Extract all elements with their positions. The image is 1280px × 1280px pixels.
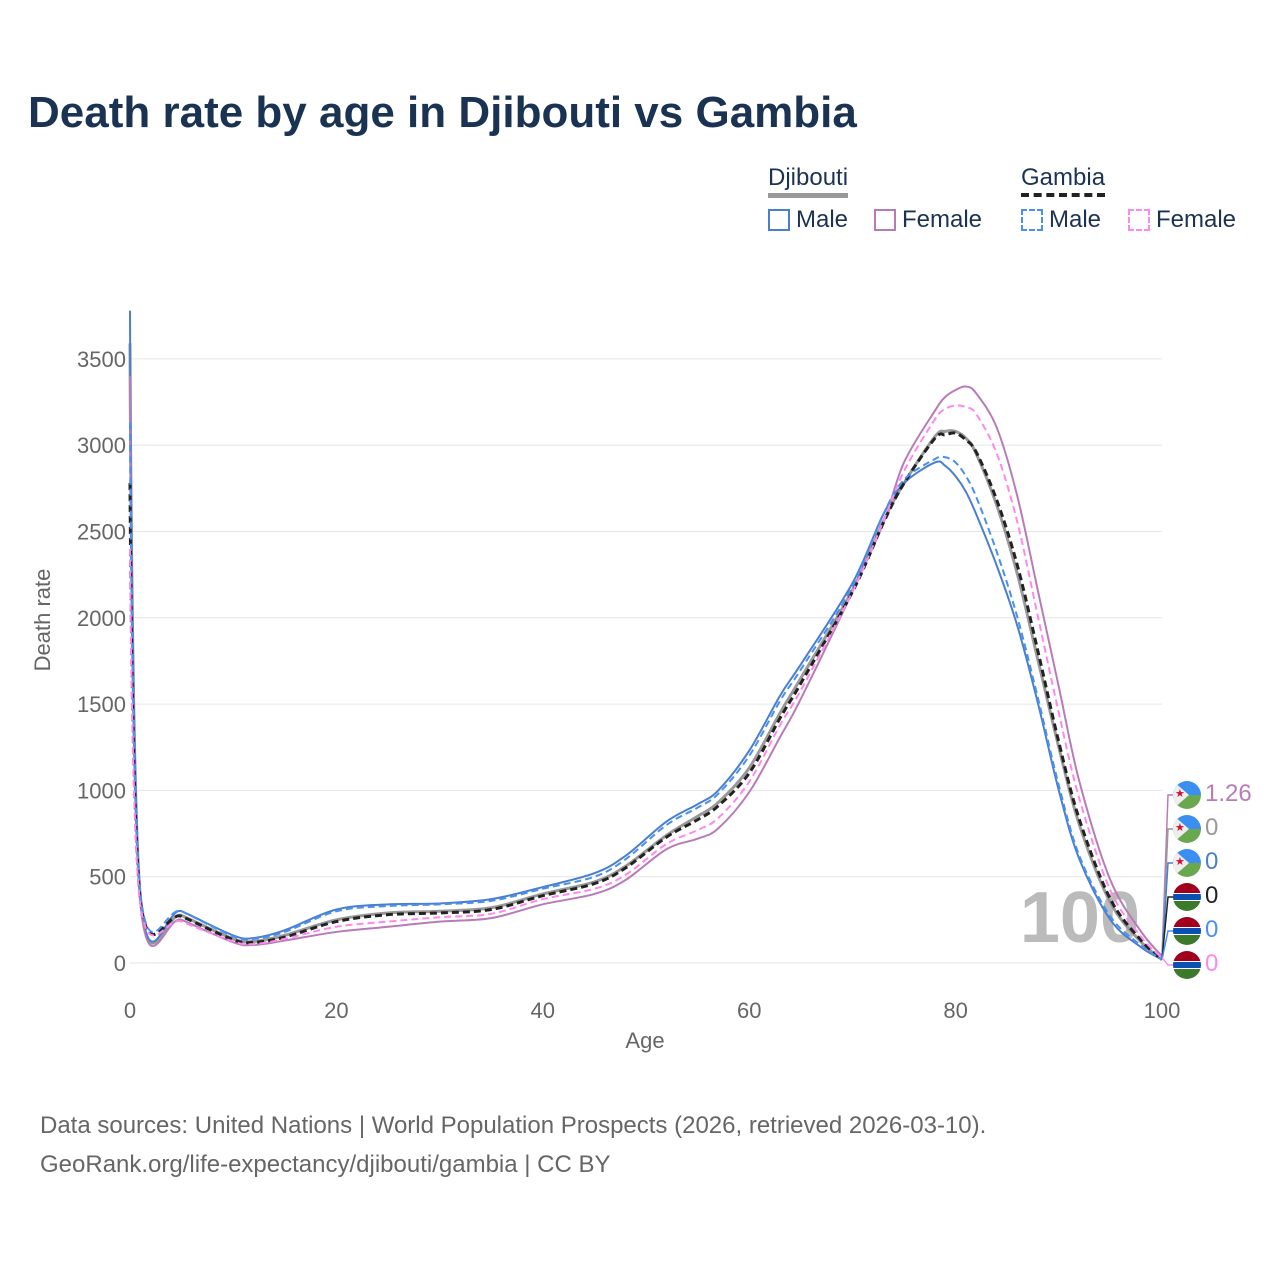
end-value-label: 0 [1205, 848, 1219, 875]
legend-gambia-male[interactable]: Male [1021, 206, 1101, 234]
legend-group-djibouti: Djibouti [768, 164, 849, 198]
series-line-djibouti-female[interactable] [129, 376, 1163, 957]
x-tick-label: 20 [324, 998, 348, 1023]
y-tick-label: 1000 [77, 778, 126, 803]
legend-label: Male [1049, 206, 1102, 233]
y-tick-label: 2000 [77, 606, 126, 631]
end-value-label: 0 [1205, 950, 1219, 977]
x-tick-label: 40 [531, 998, 555, 1023]
x-tick-label: 80 [943, 998, 967, 1023]
end-value-label: 0 [1205, 882, 1219, 909]
chart-title: Death rate by age in Djibouti vs Gambia [28, 88, 857, 137]
legend-group-gambia: Gambia [1021, 164, 1106, 197]
legend-label: Female [1156, 206, 1237, 233]
end-value-label: 0 [1205, 916, 1219, 943]
x-tick-label: 60 [737, 998, 761, 1023]
legend-label: Female [902, 206, 983, 233]
legend-gambia-female[interactable]: Female [1128, 206, 1236, 234]
legend-swatch [874, 209, 896, 231]
legend-swatch [1021, 209, 1043, 231]
x-axis-label: Age [625, 1028, 664, 1053]
x-tick-label: 100 [1144, 998, 1181, 1023]
series-line-gambia-total[interactable] [128, 431, 1164, 961]
djibouti-flag-icon [1173, 815, 1201, 843]
y-tick-label: 0 [114, 951, 126, 976]
end-label-connector [1161, 862, 1174, 960]
end-label-connector [1161, 957, 1174, 966]
end-value-label: 1.26 [1205, 780, 1252, 807]
series-line-djibouti-male[interactable] [129, 310, 1163, 961]
y-tick-label: 3500 [77, 347, 126, 372]
x-tick-label: 0 [124, 998, 136, 1023]
legend-label: Male [796, 206, 849, 233]
legend-swatch [768, 209, 790, 231]
gambia-flag-icon [1173, 883, 1201, 911]
djibouti-flag-icon [1173, 781, 1201, 809]
y-tick-label: 2500 [77, 520, 126, 545]
footer: Data sources: United Nations | World Pop… [40, 1106, 986, 1184]
y-axis-label: Death rate [30, 569, 55, 672]
legend-djibouti-female[interactable]: Female [874, 206, 982, 234]
series-line-gambia-male[interactable] [129, 422, 1163, 961]
footer-sources: Data sources: United Nations | World Pop… [40, 1112, 987, 1139]
y-tick-label: 3000 [77, 433, 126, 458]
series-line-djibouti-total[interactable] [128, 343, 1163, 961]
end-label-connector [1161, 930, 1174, 960]
legend-swatch [1128, 209, 1150, 231]
y-tick-label: 500 [89, 865, 126, 890]
gambia-flag-icon [1173, 917, 1201, 945]
djibouti-flag-icon [1173, 849, 1201, 877]
y-tick-label: 1500 [77, 692, 126, 717]
series-line-gambia-female[interactable] [129, 404, 1163, 959]
end-label-connector [1161, 896, 1174, 960]
end-value-label: 0 [1205, 814, 1219, 841]
footer-link[interactable]: GeoRank.org/life-expectancy/djibouti/gam… [40, 1151, 611, 1178]
legend-djibouti-male[interactable]: Male [768, 206, 848, 234]
gambia-flag-icon [1173, 951, 1201, 979]
